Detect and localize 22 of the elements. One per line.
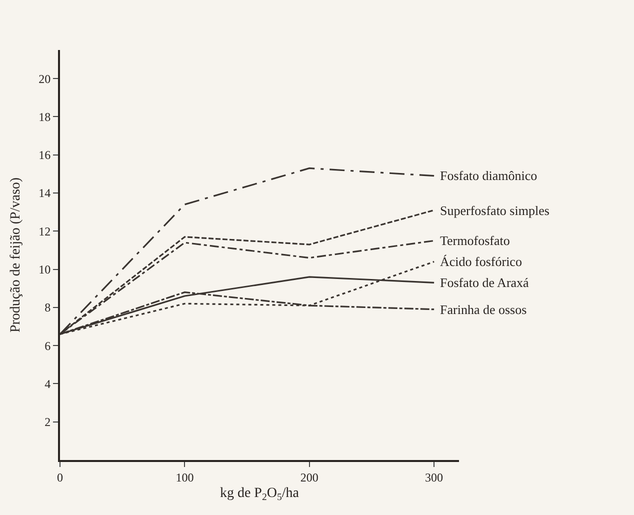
series-label: Termofosfato [440, 233, 510, 248]
y-tick-label: 12 [38, 224, 51, 238]
y-tick-label: 20 [38, 72, 51, 86]
y-tick-label: 2 [44, 415, 51, 430]
y-tick-label: 4 [44, 376, 51, 391]
series-label: Farinha de ossos [440, 302, 527, 317]
y-tick-label: 8 [44, 300, 51, 315]
y-tick-label: 14 [38, 186, 51, 200]
x-tick-label: 0 [57, 470, 63, 484]
series-label: Ácido fosfórico [440, 254, 522, 269]
y-tick-label: 16 [38, 148, 51, 162]
y-tick-label: 18 [38, 110, 51, 124]
x-axis-title: kg de P$_{2}$O$_{5}$/ha [220, 486, 300, 504]
y-tick-label: 6 [44, 338, 51, 353]
x-tick-label: 100 [176, 470, 194, 484]
x-tick-label: 300 [425, 470, 444, 484]
y-axis-title: Produção de feijão (P/vaso) [8, 177, 24, 333]
series-label: Fosfato de Araxá [440, 275, 530, 290]
series-label: Superfosfato simples [440, 203, 550, 218]
x-tick-label: 200 [300, 470, 318, 484]
series-label: Fosfato diamônico [440, 168, 538, 183]
y-tick-label: 10 [38, 262, 51, 276]
